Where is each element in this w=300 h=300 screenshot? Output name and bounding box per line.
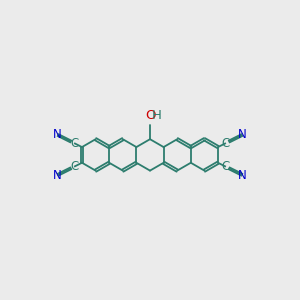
Text: N: N: [53, 169, 62, 182]
Text: C: C: [222, 136, 230, 150]
Text: O: O: [145, 109, 155, 122]
Text: N: N: [53, 128, 62, 141]
Text: C: C: [70, 160, 78, 173]
Text: N: N: [238, 128, 247, 141]
Text: N: N: [238, 169, 247, 182]
Text: C: C: [222, 160, 230, 173]
Text: H: H: [152, 109, 161, 122]
Text: C: C: [70, 136, 78, 150]
